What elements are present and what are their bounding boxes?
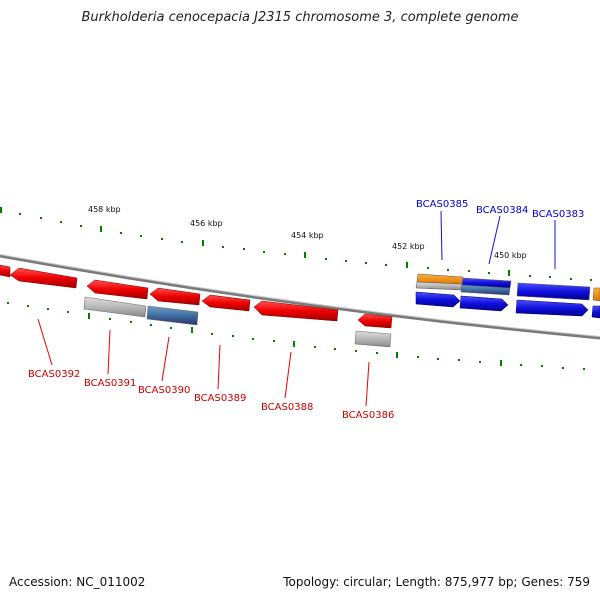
tick-label-458kbp: 458 kbp (88, 205, 121, 214)
reverse-leader-lines (37, 318, 370, 407)
gene-label-bcas0385[interactable]: BCAS0385 (416, 199, 468, 210)
gene-label-bcas0389[interactable]: BCAS0389 (194, 393, 246, 404)
forward-secondary-features (415, 273, 600, 302)
secondary-features (83, 296, 392, 348)
gene-arrow-bcas0385[interactable] (415, 291, 461, 308)
forward-leader-lines (440, 210, 556, 269)
gene-arrow-left-edge[interactable] (0, 264, 11, 278)
gene-label-bcas0383[interactable]: BCAS0383 (532, 209, 584, 220)
feature-bcas0390-steel[interactable] (146, 305, 199, 326)
gene-label-bcas0390[interactable]: BCAS0390 (138, 385, 190, 396)
feature-bcas0386-grey[interactable] (354, 330, 392, 348)
gene-arrow-right-edge[interactable] (591, 305, 600, 319)
genome-backbone-highlight (0, 254, 600, 337)
gene-label-bcas0386[interactable]: BCAS0386 (342, 410, 394, 421)
gene-arrow-bcas0392[interactable] (9, 267, 78, 289)
length-text: Length: 875,977 bp; (395, 575, 518, 589)
tick-label-454kbp: 454 kbp (291, 231, 324, 240)
genes-count-text: Genes: 759 (521, 575, 590, 589)
gene-label-bcas0392[interactable]: BCAS0392 (28, 369, 80, 380)
gene-arrow-bcas0386[interactable] (357, 313, 393, 329)
gene-arrow-bcas0391[interactable] (86, 279, 149, 300)
feature-bcas0383-blue[interactable] (516, 282, 591, 301)
outer-tick-row (0, 207, 592, 281)
tick-label-450kbp: 450 kbp (494, 251, 527, 260)
gene-arrow-bcas0389[interactable] (201, 294, 251, 312)
accession-text: Accession: NC_011002 (9, 575, 146, 589)
gene-arrow-bcas0388[interactable] (253, 300, 339, 322)
genome-backbone (0, 254, 600, 340)
feature-bcas0385-grey[interactable] (415, 281, 463, 291)
tick-label-452kbp: 452 kbp (392, 242, 425, 251)
tick-label-456kbp: 456 kbp (190, 219, 223, 228)
feature-bcas0391-grey[interactable] (83, 296, 147, 318)
gene-label-bcas0388[interactable]: BCAS0388 (261, 402, 313, 413)
gene-label-bcas0384[interactable]: BCAS0384 (476, 205, 528, 216)
topology-text: Topology: circular; (283, 575, 392, 589)
feature-right-edge-orange[interactable] (592, 287, 600, 302)
gene-arrow-bcas0383[interactable] (515, 299, 589, 317)
map-title: Burkholderia cenocepacia J2315 chromosom… (81, 10, 519, 25)
reverse-strand-genes (0, 264, 393, 329)
inner-tick-row (7, 302, 585, 370)
feature-bcas0384-steel[interactable] (460, 284, 511, 296)
gene-arrow-bcas0384[interactable] (459, 295, 509, 312)
gene-arrow-bcas0390[interactable] (149, 287, 201, 306)
genome-summary: Topology: circular; Length: 875,977 bp; … (283, 575, 590, 589)
gene-label-bcas0391[interactable]: BCAS0391 (84, 378, 136, 389)
forward-strand-genes (415, 291, 600, 319)
